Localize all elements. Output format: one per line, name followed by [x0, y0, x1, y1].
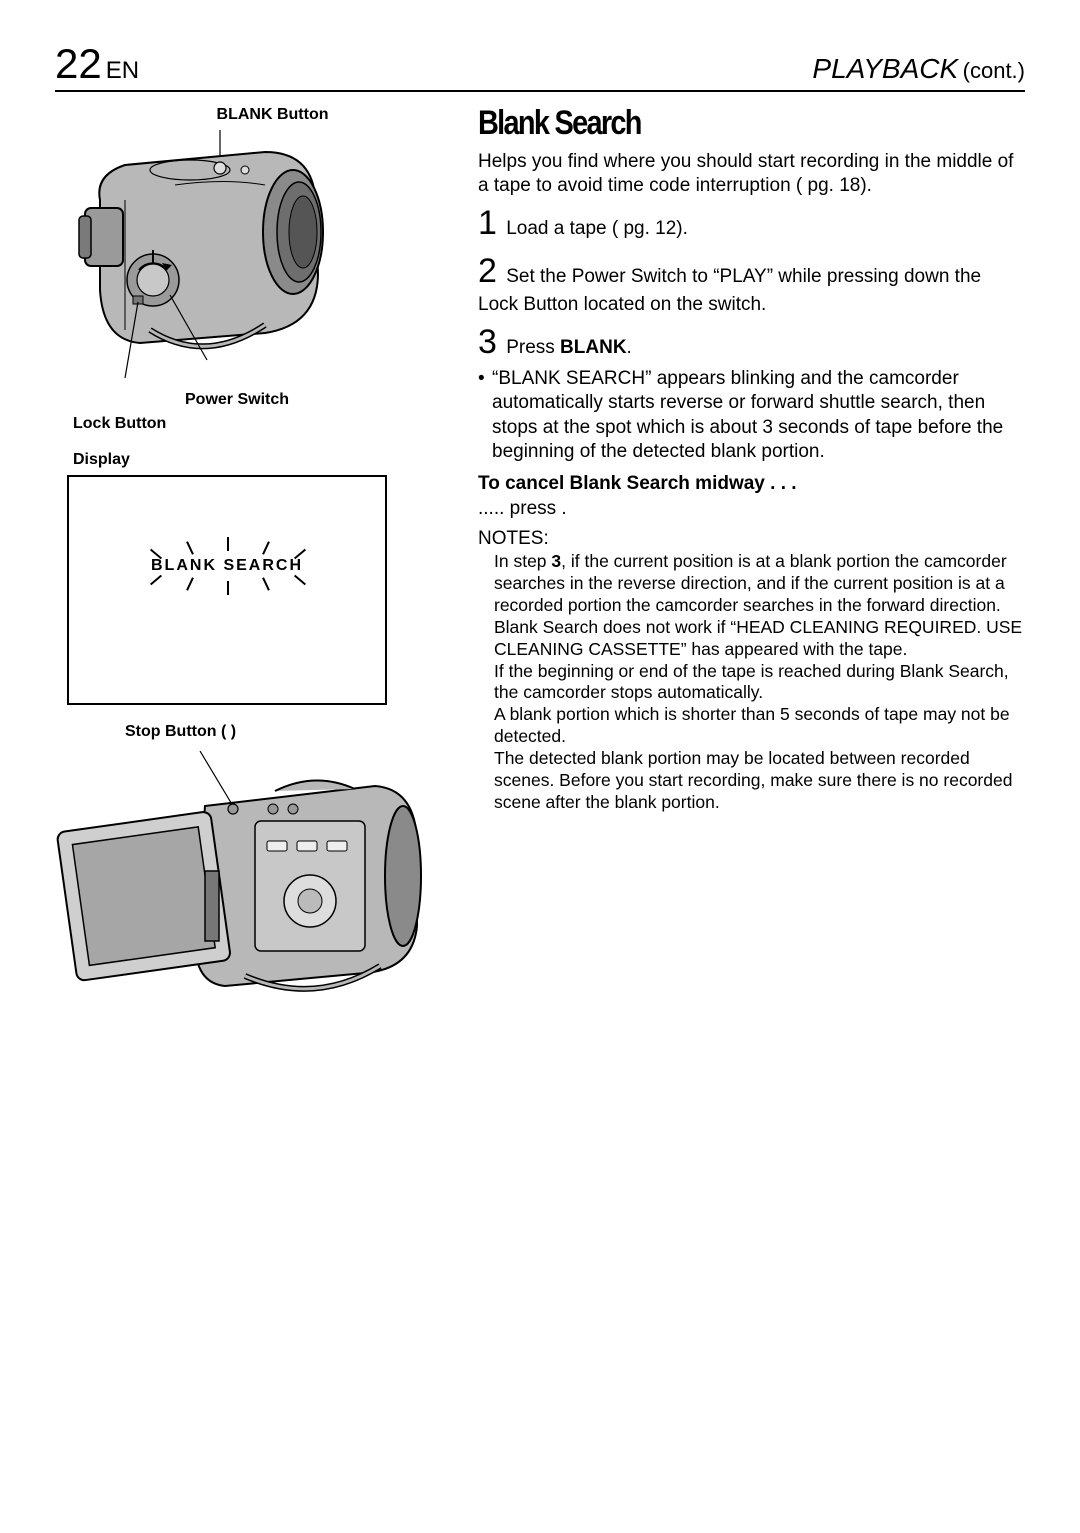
section-title: PLAYBACK	[812, 53, 958, 84]
callout-display: Display	[73, 451, 450, 469]
note-3: If the beginning or end of the tape is r…	[494, 661, 1025, 705]
cancel-body: ..... press .	[478, 497, 1025, 521]
note-1: In step 3, if the current position is at…	[494, 551, 1025, 617]
note1-b: 3	[551, 551, 561, 571]
note1-a: In step	[494, 551, 551, 571]
page-number: 22	[55, 40, 102, 87]
display-screen-diagram: BLANK SEARCH	[67, 475, 387, 705]
page-lang: EN	[106, 57, 139, 84]
feature-title: Blank Search	[478, 102, 943, 146]
callout-lock-button: Lock Button	[73, 415, 450, 433]
left-column: BLANK Button	[55, 100, 450, 1016]
callout-blank-button: BLANK Button	[95, 106, 450, 124]
step-2: 2 Set the Power Switch to “PLAY” while p…	[478, 250, 1025, 318]
section-cont: (cont.)	[963, 58, 1025, 83]
camcorder-illustration-top	[55, 130, 345, 380]
right-column: Blank Search Helps you find where you sh…	[478, 100, 1025, 1016]
step3-bullet-text: “BLANK SEARCH” appears blinking and the …	[492, 367, 1025, 464]
step2-number: 2	[478, 250, 497, 294]
step-1: 1 Load a tape ( pg. 12).	[478, 202, 1025, 246]
callout-stop-button: Stop Button ( )	[125, 723, 450, 741]
step1-text: Load a tape ( pg. 12).	[501, 218, 688, 239]
step-3: 3 Press BLANK.	[478, 321, 1025, 365]
page-number-block: 22EN	[55, 40, 139, 88]
note1-c: , if the current position is at a blank …	[494, 551, 1007, 615]
step1-number: 1	[478, 202, 497, 246]
step3-bullet: • “BLANK SEARCH” appears blinking and th…	[478, 367, 1025, 464]
step3-number: 3	[478, 321, 497, 365]
section-title-block: PLAYBACK (cont.)	[812, 53, 1025, 85]
notes-body: In step 3, if the current position is at…	[478, 551, 1025, 814]
note-4: A blank portion which is shorter than 5 …	[494, 704, 1025, 748]
bullet-dot-icon: •	[478, 367, 492, 464]
note-5: The detected blank portion may be locate…	[494, 748, 1025, 814]
step3-text-b: BLANK	[560, 337, 627, 358]
step2-text: Set the Power Switch to “PLAY” while pre…	[478, 266, 981, 316]
camcorder-illustration-bottom	[55, 751, 435, 1011]
display-blank-search-text: BLANK SEARCH	[151, 557, 303, 575]
step3-text-a: Press	[501, 337, 560, 358]
cancel-heading: To cancel Blank Search midway . . .	[478, 472, 1025, 496]
page-header: 22EN PLAYBACK (cont.)	[55, 40, 1025, 92]
intro-paragraph: Helps you find where you should start re…	[478, 150, 1025, 199]
note-2: Blank Search does not work if “HEAD CLEA…	[494, 617, 1025, 661]
callout-power-switch: Power Switch	[185, 391, 450, 409]
step3-text-c: .	[627, 337, 632, 358]
notes-label: NOTES:	[478, 527, 1025, 551]
